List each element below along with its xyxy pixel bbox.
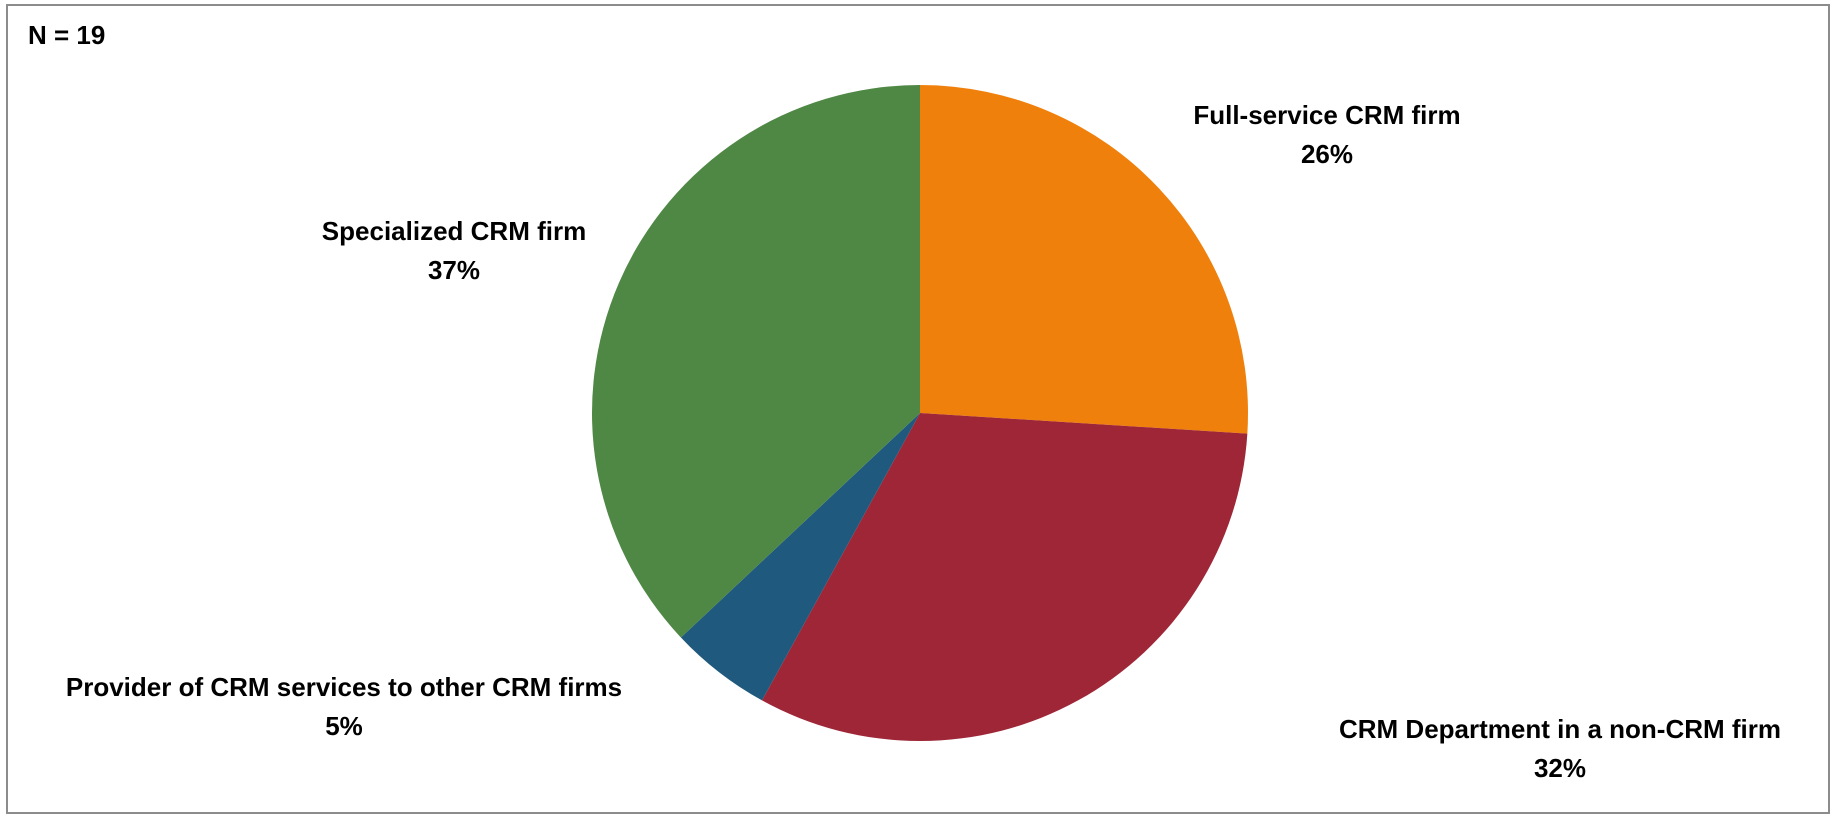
sample-size-note: N = 19 bbox=[28, 20, 106, 50]
pie-slice bbox=[592, 85, 920, 638]
slice-value-label: 5% bbox=[325, 711, 363, 741]
slice-category-label: CRM Department in a non-CRM firm bbox=[1339, 714, 1781, 744]
slice-category-label: Full-service CRM firm bbox=[1193, 100, 1460, 130]
pie-slice bbox=[920, 85, 1248, 434]
slice-category-label: Specialized CRM firm bbox=[322, 216, 586, 246]
slice-category-label: Provider of CRM services to other CRM fi… bbox=[66, 672, 622, 702]
slice-value-label: 37% bbox=[428, 255, 480, 285]
pie-slice bbox=[761, 413, 1248, 741]
slice-value-label: 32% bbox=[1534, 753, 1586, 783]
slice-value-label: 26% bbox=[1301, 139, 1353, 169]
pie-slice bbox=[680, 413, 920, 701]
